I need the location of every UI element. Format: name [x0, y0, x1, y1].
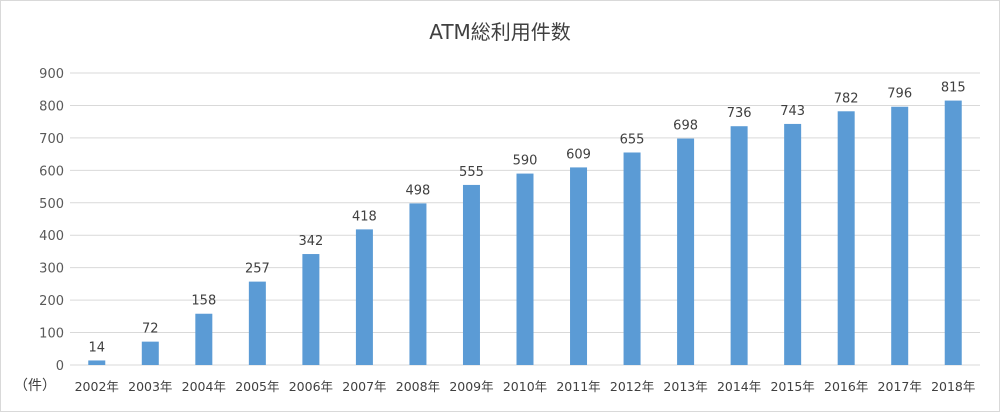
y-tick-label: 800 [39, 99, 64, 114]
data-label: 815 [941, 81, 966, 96]
data-labels: 14 72 158 257 342 418 498 555 590 609 655 698 736 743… [88, 81, 965, 356]
x-tick-label: 2009年 [449, 379, 493, 394]
data-label: 498 [406, 183, 431, 198]
data-label: 782 [834, 91, 859, 106]
bar [623, 152, 641, 365]
bar [891, 106, 909, 366]
data-label: 796 [887, 87, 912, 102]
x-tick-label: 2002年 [75, 379, 119, 394]
bar [462, 184, 480, 365]
x-tick-label: 2007年 [342, 379, 386, 394]
x-tick-label: 2004年 [182, 379, 226, 394]
data-label: 418 [352, 209, 377, 224]
bar [570, 167, 588, 365]
data-label: 14 [88, 340, 105, 355]
y-tick-label: 0 [56, 359, 64, 374]
y-tick-label: 400 [39, 229, 64, 244]
x-tick-label: 2017年 [878, 379, 922, 394]
bar [409, 203, 427, 365]
bar [248, 281, 266, 365]
x-tick-label: 2006年 [289, 379, 333, 394]
x-tick-label: 2003年 [128, 379, 172, 394]
x-tick-label: 2012年 [610, 379, 654, 394]
bar [784, 123, 802, 365]
x-tick-label: 2011年 [556, 379, 600, 394]
x-tick-label: 2005年 [235, 379, 279, 394]
bar [516, 173, 534, 365]
y-tick-label: 200 [39, 294, 64, 309]
y-tick-label: 700 [39, 132, 64, 147]
y-tick-label: 500 [39, 197, 64, 212]
data-label: 736 [727, 106, 752, 121]
y-axis-unit-label: （件） [14, 378, 56, 394]
bar [944, 100, 962, 366]
x-tick-label: 2008年 [396, 379, 440, 394]
chart-title: ATM総利用件数 [429, 20, 571, 44]
bars [88, 100, 962, 366]
bar [141, 341, 159, 365]
data-label: 257 [245, 262, 270, 277]
bar [837, 111, 855, 365]
y-tick-label: 600 [39, 164, 64, 179]
x-tick-label: 2018年 [931, 379, 975, 394]
x-tick-label: 2010年 [503, 379, 547, 394]
data-label: 655 [620, 132, 645, 147]
data-label: 698 [673, 119, 698, 134]
y-tick-label: 900 [39, 67, 64, 82]
bar [355, 229, 373, 365]
bar [730, 126, 748, 365]
x-tick-label: 2016年 [824, 379, 868, 394]
data-label: 158 [191, 294, 216, 309]
bar [88, 360, 106, 365]
x-axis-ticks: 2002年 2003年 2004年 2005年 2006年 2007年 2008年 2009年… [75, 379, 976, 394]
y-axis-ticks: 0 100 200 300 400 500 600 700 800 900 [39, 67, 64, 374]
x-tick-label: 2015年 [770, 379, 814, 394]
data-label: 342 [298, 234, 323, 249]
data-label: 609 [566, 147, 591, 162]
data-label: 590 [513, 154, 538, 169]
data-label: 743 [780, 104, 805, 119]
data-label: 72 [142, 322, 159, 337]
data-label: 555 [459, 165, 484, 180]
y-tick-label: 100 [39, 327, 64, 342]
y-tick-label: 300 [39, 262, 64, 277]
x-tick-label: 2013年 [663, 379, 707, 394]
bar [195, 313, 213, 365]
x-tick-label: 2014年 [717, 379, 761, 394]
bar [677, 138, 695, 365]
bar [302, 254, 320, 365]
